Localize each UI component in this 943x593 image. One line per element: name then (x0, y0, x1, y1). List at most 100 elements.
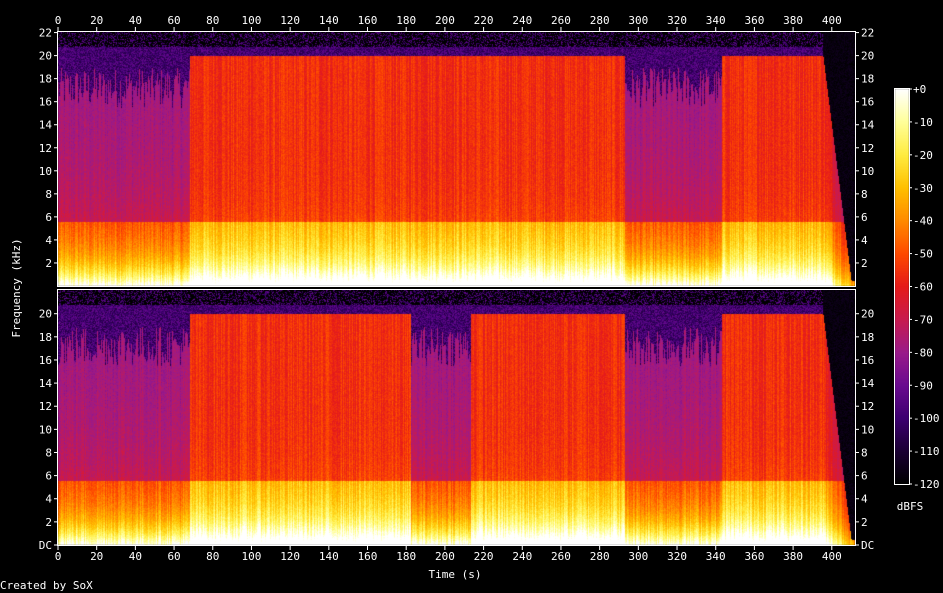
colorbar-tick-label: -120 (913, 478, 940, 491)
x-tick-label-bottom: 20 (90, 550, 103, 563)
x-tick-label-bottom: 140 (319, 550, 339, 563)
y-axis-label: Frequency (kHz) (10, 238, 23, 337)
x-tick-label-top: 220 (474, 14, 494, 27)
y-tick-label-right: 2 (861, 516, 868, 529)
y-tick-label-right: 4 (861, 234, 868, 247)
x-tick-label-bottom: 400 (822, 550, 842, 563)
y-tick-label-left: 8 (45, 446, 52, 459)
x-tick-label-bottom: 120 (280, 550, 300, 563)
x-tick-label-top: 360 (744, 14, 764, 27)
y-tick-label-right: 10 (861, 165, 874, 178)
x-tick-label-bottom: 220 (474, 550, 494, 563)
y-tick-label-left: 18 (39, 331, 52, 344)
y-tick-label-left: 4 (45, 493, 52, 506)
y-tick-label-left: 2 (45, 516, 52, 529)
y-tick-label-left: 8 (45, 188, 52, 201)
y-tick-label-right: 10 (861, 423, 874, 436)
x-tick-label-top: 200 (435, 14, 455, 27)
y-tick-label-left: 10 (39, 165, 52, 178)
y-tick-label-right: 2 (861, 257, 868, 270)
x-tick-label-top: 40 (129, 14, 142, 27)
x-tick-label-top: 80 (206, 14, 219, 27)
x-tick-label-top: 20 (90, 14, 103, 27)
x-tick-label-top: 180 (396, 14, 416, 27)
y-tick-label-left: 22 (39, 27, 52, 40)
footer-credit: Created by SoX (0, 579, 93, 592)
y-tick-label-right: 18 (861, 73, 874, 86)
colorbar-tick-label: -10 (913, 116, 933, 129)
y-tick-label-right: 18 (861, 331, 874, 344)
colorbar-tick-label: -30 (913, 182, 933, 195)
y-tick-label-right: 20 (861, 50, 874, 63)
x-tick-label-top: 280 (590, 14, 610, 27)
x-tick-label-top: 340 (706, 14, 726, 27)
y-tick-label-right: 16 (861, 96, 874, 109)
x-tick-label-bottom: 180 (396, 550, 416, 563)
colorbar-tick-label: -80 (913, 346, 933, 359)
x-tick-label-top: 240 (512, 14, 532, 27)
y-tick-label-left: 20 (39, 50, 52, 63)
x-axis-label: Time (s) (429, 568, 482, 581)
colorbar-tick-label: +0 (913, 83, 926, 96)
colorbar-tick-label: -50 (913, 248, 933, 261)
x-tick-label-bottom: 320 (667, 550, 687, 563)
y-tick-label-left: 10 (39, 423, 52, 436)
colorbar-tick-label: -60 (913, 281, 933, 294)
y-tick-label-left: 2 (45, 257, 52, 270)
x-tick-label-bottom: 100 (242, 550, 262, 563)
y-tick-label-right: 22 (861, 27, 874, 40)
y-tick-label-left: 6 (45, 470, 52, 483)
x-tick-label-top: 260 (551, 14, 571, 27)
y-tick-label-right: DC (861, 539, 874, 552)
x-tick-label-top: 100 (242, 14, 262, 27)
x-tick-label-bottom: 280 (590, 550, 610, 563)
colorbar-tick-label: -70 (913, 313, 933, 326)
y-tick-label-right: 16 (861, 354, 874, 367)
x-tick-label-bottom: 300 (628, 550, 648, 563)
y-tick-label-right: 12 (861, 142, 874, 155)
x-tick-label-bottom: 360 (744, 550, 764, 563)
x-tick-label-top: 160 (358, 14, 378, 27)
y-tick-label-right: 8 (861, 188, 868, 201)
x-tick-label-bottom: 80 (206, 550, 219, 563)
x-tick-label-bottom: 60 (167, 550, 180, 563)
x-tick-label-top: 0 (55, 14, 62, 27)
y-tick-label-left: DC (39, 539, 52, 552)
x-tick-label-top: 380 (783, 14, 803, 27)
x-tick-label-bottom: 380 (783, 550, 803, 563)
x-tick-label-bottom: 260 (551, 550, 571, 563)
y-tick-label-right: 8 (861, 446, 868, 459)
x-tick-label-bottom: 40 (129, 550, 142, 563)
x-tick-label-bottom: 0 (55, 550, 62, 563)
x-tick-label-top: 320 (667, 14, 687, 27)
y-tick-label-left: 14 (39, 119, 53, 132)
colorbar-tick-label: -20 (913, 149, 933, 162)
channel-2-frame (57, 289, 856, 546)
colorbar-tick-label: -100 (913, 412, 940, 425)
colorbar-tick-label: -40 (913, 215, 933, 228)
colorbar-tick-label: -90 (913, 379, 933, 392)
y-tick-label-left: 18 (39, 73, 52, 86)
x-tick-label-bottom: 240 (512, 550, 532, 563)
y-tick-label-right: 20 (861, 308, 874, 321)
y-tick-label-right: 14 (861, 377, 875, 390)
y-tick-label-left: 4 (45, 234, 52, 247)
y-tick-label-left: 12 (39, 142, 52, 155)
colorbar-frame (894, 88, 910, 485)
y-tick-label-left: 20 (39, 308, 52, 321)
x-tick-label-bottom: 340 (706, 550, 726, 563)
y-tick-label-right: 4 (861, 493, 868, 506)
x-tick-label-top: 140 (319, 14, 339, 27)
y-tick-label-right: 14 (861, 119, 875, 132)
x-tick-label-bottom: 200 (435, 550, 455, 563)
y-tick-label-right: 6 (861, 211, 868, 224)
y-tick-label-right: 6 (861, 470, 868, 483)
x-tick-label-top: 60 (167, 14, 180, 27)
y-tick-label-left: 6 (45, 211, 52, 224)
y-tick-label-left: 14 (39, 377, 53, 390)
x-tick-label-top: 120 (280, 14, 300, 27)
y-tick-label-left: 16 (39, 354, 52, 367)
